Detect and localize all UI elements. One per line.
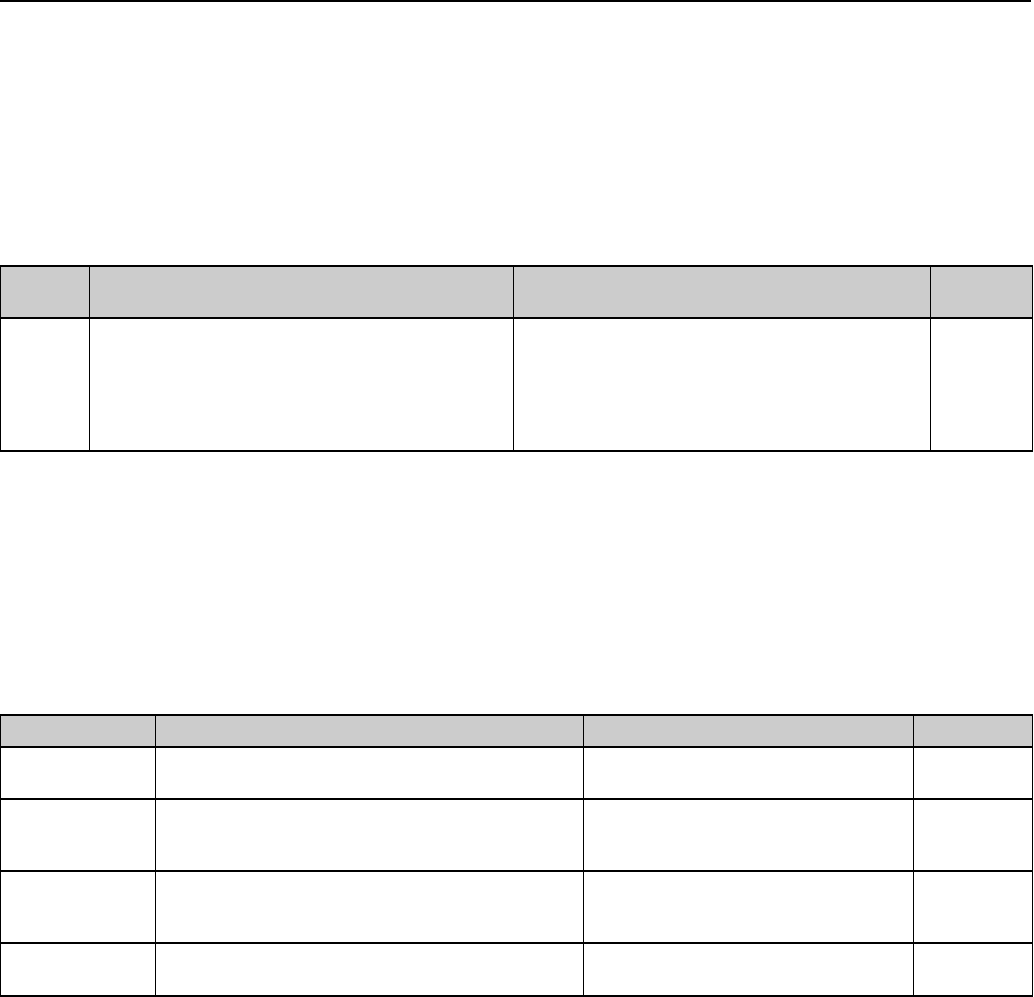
- table-header-row: [0, 714, 1033, 748]
- table-row: [0, 317, 1033, 452]
- header-cell: [155, 714, 584, 748]
- table-cell: [155, 746, 584, 800]
- table-cell: [155, 942, 584, 997]
- table-row: [0, 798, 1033, 872]
- table-cell: [0, 798, 156, 872]
- header-cell: [89, 265, 514, 319]
- table-cell: [913, 942, 1033, 997]
- table-cell: [0, 317, 90, 452]
- table-cell: [0, 942, 156, 997]
- table-cell: [0, 870, 156, 944]
- top-rule: [0, 0, 1031, 2]
- header-cell: [513, 265, 931, 319]
- header-cell: [0, 265, 90, 319]
- table-cell: [913, 870, 1033, 944]
- header-cell: [913, 714, 1033, 748]
- header-cell: [0, 714, 156, 748]
- header-cell: [583, 714, 914, 748]
- header-cell: [930, 265, 1033, 319]
- table-cell: [913, 746, 1033, 800]
- table-1: [0, 265, 1033, 452]
- table-cell: [0, 746, 156, 800]
- table-cell: [913, 798, 1033, 872]
- table-row: [0, 870, 1033, 944]
- table-cell: [583, 942, 914, 997]
- table-2: [0, 714, 1033, 997]
- table-cell: [155, 798, 584, 872]
- table-cell: [930, 317, 1033, 452]
- table-cell: [583, 798, 914, 872]
- table-header-row: [0, 265, 1033, 319]
- table-row: [0, 746, 1033, 800]
- table-cell: [89, 317, 514, 452]
- table-row: [0, 942, 1033, 997]
- table-cell: [583, 870, 914, 944]
- table-cell: [513, 317, 931, 452]
- table-cell: [583, 746, 914, 800]
- table-cell: [155, 870, 584, 944]
